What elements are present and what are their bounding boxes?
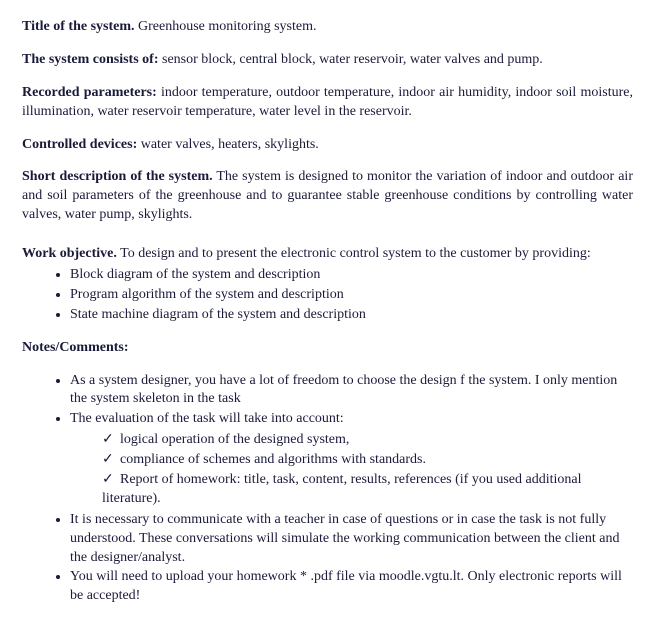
notes-list-1: As a system designer, you have a lot of … [22,372,633,430]
objective-list: Block diagram of the system and descript… [22,266,633,325]
list-item: compliance of schemes and algorithms wit… [102,451,633,470]
controlled-label: Controlled devices: [22,137,137,152]
list-item: Report of homework: title, task, content… [102,471,633,509]
objective-label: Work objective. [22,246,117,261]
shortdesc-line: Short description of the system. The sys… [22,168,633,225]
list-item: It is necessary to communicate with a te… [70,511,633,568]
controlled-text: water valves, heaters, skylights. [137,137,319,152]
objective-line: Work objective. To design and to present… [22,245,633,264]
consists-line: The system consists of: sensor block, ce… [22,51,633,70]
list-item: As a system designer, you have a lot of … [70,372,633,410]
consists-text: sensor block, central block, water reser… [159,52,543,67]
objective-text: To design and to present the electronic … [117,246,591,261]
consists-label: The system consists of: [22,52,159,67]
evaluation-sublist: logical operation of the designed system… [22,431,633,509]
recorded-label: Recorded parameters: [22,85,157,100]
list-item: You will need to upload your homework * … [70,568,633,606]
notes-list-2: It is necessary to communicate with a te… [22,511,633,606]
notes-label: Notes/Comments: [22,340,129,355]
title-text: Greenhouse monitoring system. [135,19,317,34]
recorded-line: Recorded parameters: indoor temperature,… [22,84,633,122]
list-item: logical operation of the designed system… [102,431,633,450]
list-item: The evaluation of the task will take int… [70,410,633,429]
notes-heading: Notes/Comments: [22,339,633,358]
list-item: Program algorithm of the system and desc… [70,286,633,305]
controlled-line: Controlled devices: water valves, heater… [22,136,633,155]
title-line: Title of the system. Greenhouse monitori… [22,18,633,37]
title-label: Title of the system. [22,19,135,34]
list-item: State machine diagram of the system and … [70,306,633,325]
list-item: Block diagram of the system and descript… [70,266,633,285]
shortdesc-label: Short description of the system. [22,169,213,184]
